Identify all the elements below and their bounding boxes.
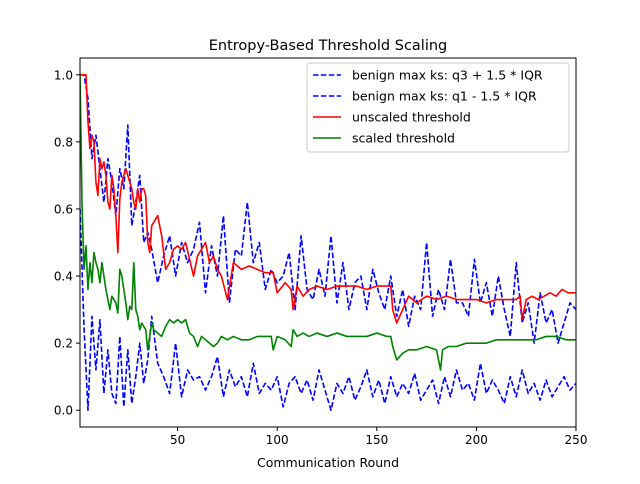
legend-label-1: benign max ks: q3 + 1.5 * IQR: [352, 68, 543, 83]
y-tick-label: 0.0: [54, 404, 73, 418]
series-line-1: [80, 73, 576, 344]
legend-frame: [306, 62, 570, 153]
series-line-4: [80, 74, 576, 371]
x-tick-label: 150: [365, 433, 388, 447]
x-tick-label: 200: [465, 433, 488, 447]
series-line-2: [80, 208, 576, 412]
y-tick-label: 0.6: [54, 202, 73, 216]
series-layer: [80, 73, 576, 412]
x-tick-label: 50: [170, 433, 185, 447]
y-axis: 0.0 0.2 0.4 0.6 0.8 1.0: [54, 68, 80, 418]
legend-label-4: scaled threshold: [352, 131, 455, 146]
series-line-3: [80, 73, 576, 324]
legend-label-2: benign max ks: q1 - 1.5 * IQR: [352, 89, 537, 104]
legend-label-3: unscaled threshold: [352, 110, 471, 125]
chart-title: Entropy-Based Threshold Scaling: [209, 38, 448, 54]
plot-area: [79, 57, 577, 428]
legend: benign max ks: q3 + 1.5 * IQR benign max …: [306, 62, 570, 153]
x-axis-label: Communication Round: [257, 455, 399, 470]
y-tick-label: 0.4: [54, 270, 73, 284]
plot-frame: [79, 57, 577, 428]
y-tick-label: 0.8: [54, 135, 73, 149]
y-tick-label: 0.2: [54, 337, 73, 351]
y-tick-label: 1.0: [54, 68, 73, 82]
x-axis: 50 100 150 200 250: [170, 427, 587, 447]
x-tick-label: 250: [565, 433, 588, 447]
x-tick-label: 100: [266, 433, 289, 447]
